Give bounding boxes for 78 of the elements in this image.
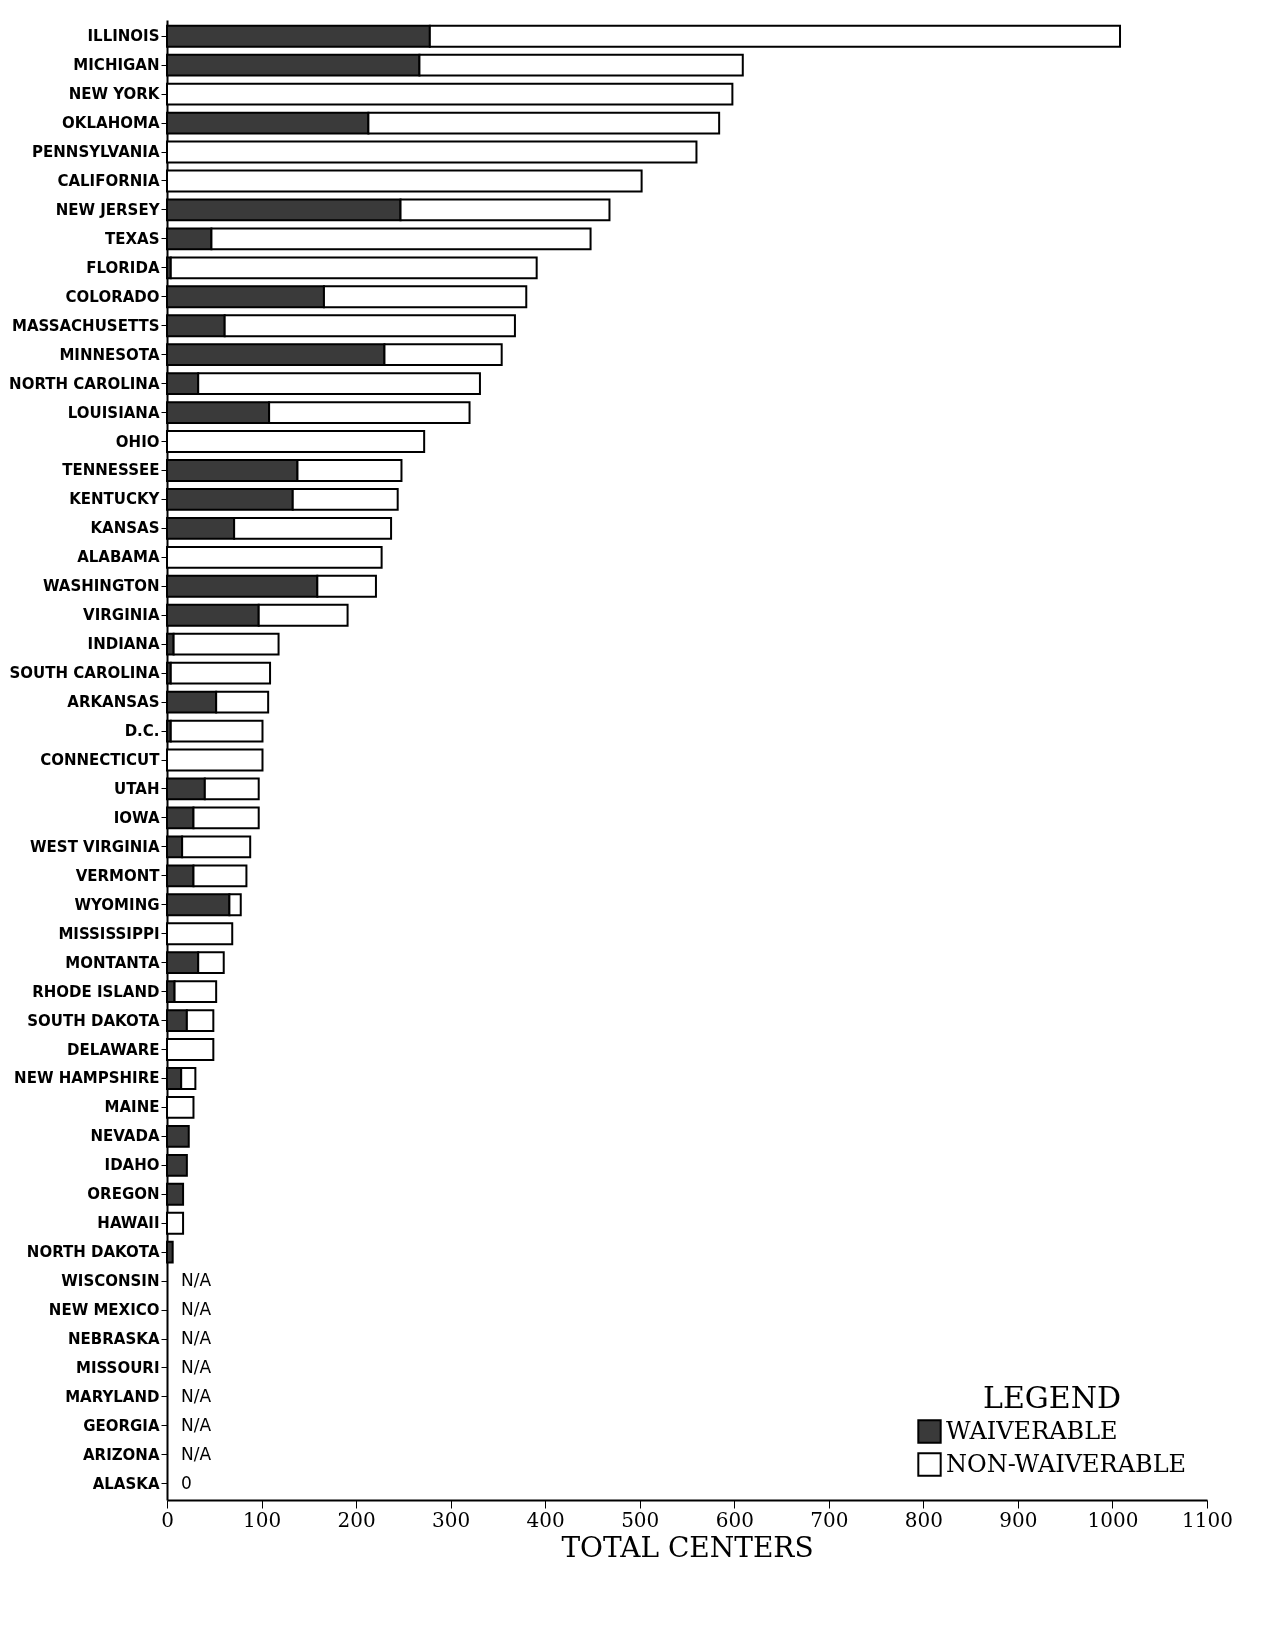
y-tick-label: HAWAII	[97, 1214, 160, 1233]
y-tick-label: NEW JERSEY	[55, 200, 161, 219]
x-axis-title: TOTAL CENTERS	[561, 1530, 814, 1564]
x-tick-label: 200	[337, 1507, 376, 1532]
x-tick-label: 500	[621, 1507, 660, 1532]
y-tick-label: KENTUCKY	[69, 490, 161, 509]
x-tick-label: 700	[810, 1507, 849, 1532]
y-tick-label: MONTANTA	[65, 953, 160, 972]
y-tick-label: NEW YORK	[68, 85, 161, 104]
text: N/A	[181, 1299, 212, 1320]
y-tick-label: WYOMING	[74, 895, 160, 914]
y-tick-label: UTAH	[114, 779, 160, 798]
y-tick-label: PENNSYLVANIA	[32, 143, 160, 162]
y-tick-label: INDIANA	[87, 635, 160, 654]
y-tick-label: MISSOURI	[75, 1358, 160, 1377]
y-tick-label: SOUTH DAKOTA	[27, 1011, 160, 1030]
x-tick-label: 1100	[1182, 1507, 1233, 1532]
y-tick-label: OHIO	[115, 432, 160, 451]
text: N/A	[181, 1414, 212, 1435]
y-tick-label: NEBRASKA	[68, 1330, 160, 1349]
y-tick-label: NORTH CAROLINA	[9, 374, 160, 393]
x-tick-label: 0	[161, 1507, 174, 1532]
data-label: 0	[181, 1472, 192, 1493]
bar	[169, 256, 538, 280]
text: N/A	[181, 1356, 212, 1377]
y-tick-label: NEVADA	[90, 1127, 160, 1146]
y-tick-label: WASHINGTON	[42, 577, 160, 596]
x-tick-label: 1000	[1087, 1507, 1139, 1532]
y-tick-label: MAINE	[104, 1098, 160, 1117]
x-tick-label: 900	[999, 1507, 1038, 1532]
y-tick-label: GEORGIA	[83, 1416, 160, 1435]
y-tick-label: LOUISIANA	[67, 403, 160, 422]
y-tick-label: VIRGINIA	[83, 606, 160, 625]
y-tick-label: NORTH DAKOTA	[26, 1243, 160, 1262]
x-tick-label: 100	[242, 1507, 282, 1532]
y-tick-label: VERMONT	[75, 866, 161, 885]
y-tick-label: MINNESOTA	[59, 345, 160, 364]
legend-label: WAIVERABLE	[946, 1416, 1118, 1445]
y-tick-label: DELAWARE	[67, 1040, 160, 1059]
bar	[169, 719, 264, 743]
y-tick-label: RHODE ISLAND	[32, 982, 160, 1001]
text: N/A	[181, 1270, 212, 1291]
y-tick-label: ALABAMA	[77, 548, 160, 567]
text: N/A	[181, 1328, 212, 1349]
bar	[169, 661, 272, 685]
legend-title: LEGEND	[983, 1380, 1121, 1415]
y-tick-label: KANSAS	[90, 519, 160, 538]
y-tick-label: MARYLAND	[65, 1387, 160, 1406]
y-tick-label: TENNESSEE	[62, 461, 160, 480]
y-tick-label: CALIFORNIA	[57, 171, 160, 190]
y-tick-label: IOWA	[113, 808, 160, 827]
y-tick-label: MASSACHUSETTS	[12, 316, 160, 335]
y-tick-label: ARKANSAS	[67, 693, 160, 712]
x-tick-label: 300	[432, 1507, 471, 1532]
y-tick-label: WISCONSIN	[61, 1272, 160, 1291]
y-tick-label: COLORADO	[65, 287, 160, 306]
y-tick-label: ARIZONA	[82, 1445, 160, 1464]
y-tick-label: NEW HAMPSHIRE	[14, 1069, 160, 1088]
y-tick-label: D.C.	[124, 722, 160, 741]
y-tick-label: MICHIGAN	[73, 56, 160, 75]
y-tick-label: NEW MEXICO	[48, 1301, 160, 1320]
y-tick-label: FLORIDA	[86, 258, 160, 277]
legend-label: NON-WAIVERABLE	[946, 1449, 1187, 1478]
x-tick-label: 600	[715, 1507, 754, 1532]
y-tick-label: ILLINOIS	[87, 27, 160, 46]
text: N/A	[181, 1385, 212, 1406]
y-tick-label: OREGON	[87, 1185, 160, 1204]
x-tick-label: 800	[904, 1507, 943, 1532]
text: N/A	[181, 1443, 212, 1464]
y-tick-label: ALASKA	[92, 1474, 160, 1493]
y-tick-label: SOUTH CAROLINA	[9, 664, 160, 683]
y-tick-label: WEST VIRGINIA	[30, 837, 160, 856]
y-tick-label: TEXAS	[105, 229, 160, 248]
y-tick-label: MISSISSIPPI	[58, 924, 160, 943]
y-tick-label: OKLAHOMA	[62, 114, 160, 133]
y-tick-label: IDAHO	[104, 1156, 160, 1175]
y-tick-label: CONNECTICUT	[40, 751, 161, 769]
x-tick-label: 400	[526, 1507, 565, 1532]
